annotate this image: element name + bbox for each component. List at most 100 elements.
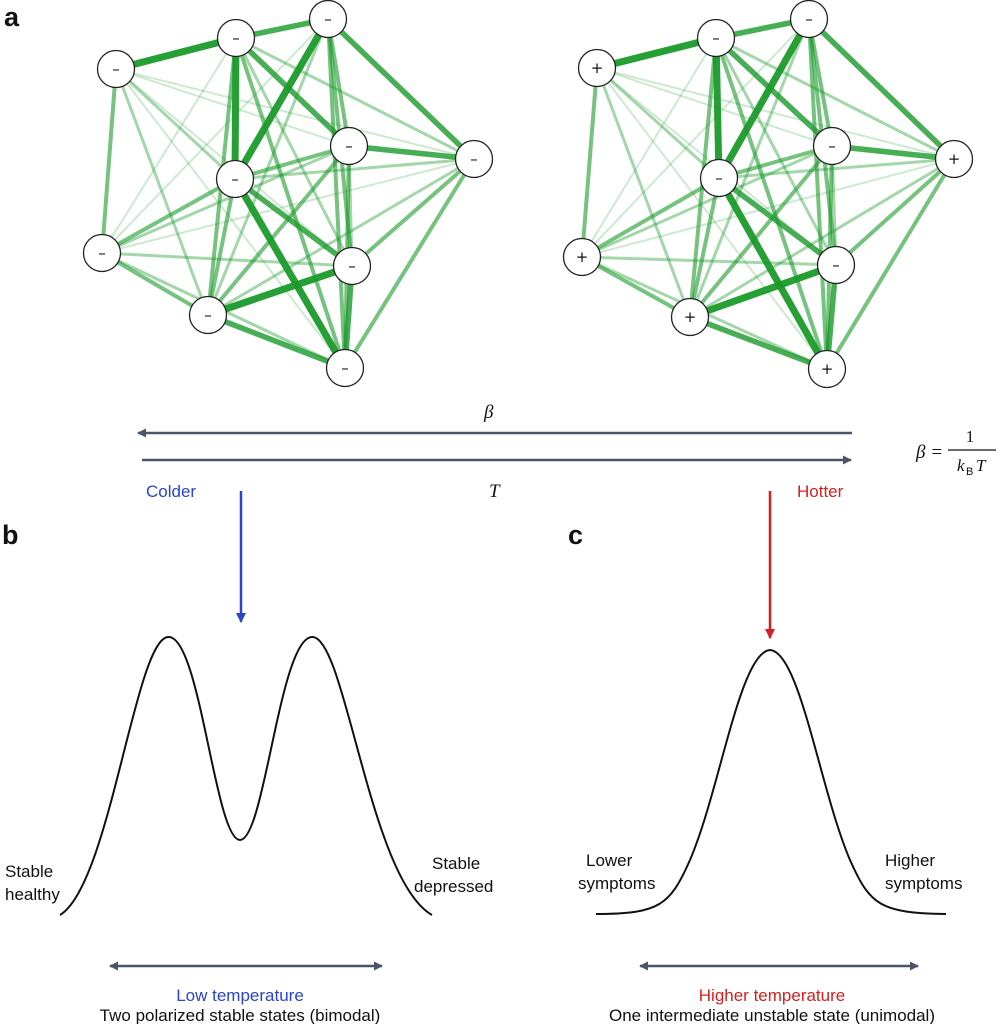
network-edge <box>114 67 237 181</box>
network-edge <box>593 34 720 72</box>
network-edge <box>101 18 329 254</box>
network-edge <box>581 158 955 258</box>
node-circle <box>696 18 736 58</box>
low-temperature-subtitle: Two polarized stable states (bimodal) <box>100 1006 381 1024</box>
network-edge <box>806 16 957 162</box>
network-edge <box>232 176 355 269</box>
panel-letter-b: b <box>2 520 19 550</box>
network-edge <box>716 175 839 268</box>
network-node: – <box>82 233 122 273</box>
network-edge <box>234 36 354 268</box>
node-circle <box>699 158 739 198</box>
network-edge <box>688 144 834 319</box>
low-temperature-title: Low temperature <box>176 986 304 1005</box>
network-edge <box>231 175 349 372</box>
network-edge <box>580 66 599 259</box>
network-node: + <box>670 297 710 337</box>
network-edge <box>580 255 838 267</box>
network-node: – <box>329 126 369 166</box>
network-edge <box>231 15 332 183</box>
node-sign: – <box>805 10 813 28</box>
node-circle <box>332 246 372 286</box>
lower-symptoms-label-1: Lower <box>586 851 633 870</box>
node-circle <box>577 48 617 88</box>
network-edge <box>581 18 810 258</box>
beta-label: β <box>483 402 494 423</box>
formula-lhs: β = <box>915 442 943 463</box>
network-edge <box>206 177 237 317</box>
network-edge <box>829 143 957 162</box>
network-edge <box>595 66 692 319</box>
formula-t: T <box>976 456 987 475</box>
node-sign: + <box>591 59 604 77</box>
network-edge <box>206 17 330 317</box>
lower-symptoms-label-2: symptoms <box>578 874 655 893</box>
node-sign: – <box>832 256 840 274</box>
network-right: + – – – – + – + + + <box>562 0 974 389</box>
network-edge <box>100 67 118 255</box>
node-circle <box>216 18 256 58</box>
node-sign: – <box>98 244 106 262</box>
network-edge <box>234 36 476 161</box>
network-edge <box>233 157 476 181</box>
formula-numerator: 1 <box>966 427 975 446</box>
node-sign: + <box>948 150 961 168</box>
network-node: + <box>807 349 847 389</box>
network-edge <box>580 255 692 319</box>
network-edge <box>114 67 210 317</box>
high-temperature-subtitle: One intermediate unstable state (unimoda… <box>609 1006 935 1024</box>
network-edge <box>206 157 476 317</box>
network-edge <box>205 312 348 371</box>
node-sign: + <box>576 248 589 266</box>
network-edge <box>100 144 351 255</box>
network-edge <box>714 36 956 161</box>
network-node: – <box>332 246 372 286</box>
network-edge <box>688 176 721 319</box>
node-circle <box>325 348 365 388</box>
network-edge <box>100 177 237 255</box>
network-edge <box>204 262 356 319</box>
network-edge <box>717 157 956 180</box>
node-sign: + <box>821 360 834 378</box>
network-left: – – – – – – – – – – <box>82 0 494 388</box>
colder-label: Colder <box>146 482 196 501</box>
network-node: + <box>577 48 617 88</box>
node-sign: + <box>684 308 697 326</box>
network-edge <box>581 37 717 258</box>
network-edge <box>712 34 723 182</box>
network-edge <box>101 158 475 254</box>
node-circle <box>816 245 856 285</box>
node-sign: – <box>204 306 212 324</box>
node-sign: – <box>112 60 120 78</box>
network-edge <box>206 144 351 317</box>
node-sign: – <box>324 10 332 28</box>
beta-formula: β = 1 k B T <box>915 427 996 478</box>
network-edge <box>713 35 835 149</box>
panel-letter-c: c <box>568 520 583 550</box>
node-sign: – <box>828 137 836 155</box>
formula-subscript: B <box>966 466 973 478</box>
node-sign: – <box>712 29 720 47</box>
network-edge <box>714 36 829 371</box>
hotter-label: Hotter <box>797 482 844 501</box>
network-node: + <box>562 237 602 277</box>
network-edge <box>115 68 346 369</box>
node-circle <box>807 349 847 389</box>
network-edge <box>596 67 955 160</box>
node-circle <box>670 297 710 337</box>
high-temperature-title: Higher temperature <box>699 986 845 1005</box>
network-edge <box>686 261 840 321</box>
network-node: – <box>215 159 255 199</box>
node-circle <box>789 0 829 39</box>
network-edge <box>350 157 476 268</box>
node-sign: – <box>231 170 239 188</box>
network-node: – <box>816 245 856 285</box>
node-sign: – <box>348 257 356 275</box>
stable-healthy-label-2: healthy <box>5 885 60 904</box>
network-edge <box>714 36 838 267</box>
network-edge <box>346 143 477 162</box>
node-circle <box>562 237 602 277</box>
network-edge <box>687 314 830 372</box>
network-edge <box>825 157 956 371</box>
node-circle <box>934 139 974 179</box>
